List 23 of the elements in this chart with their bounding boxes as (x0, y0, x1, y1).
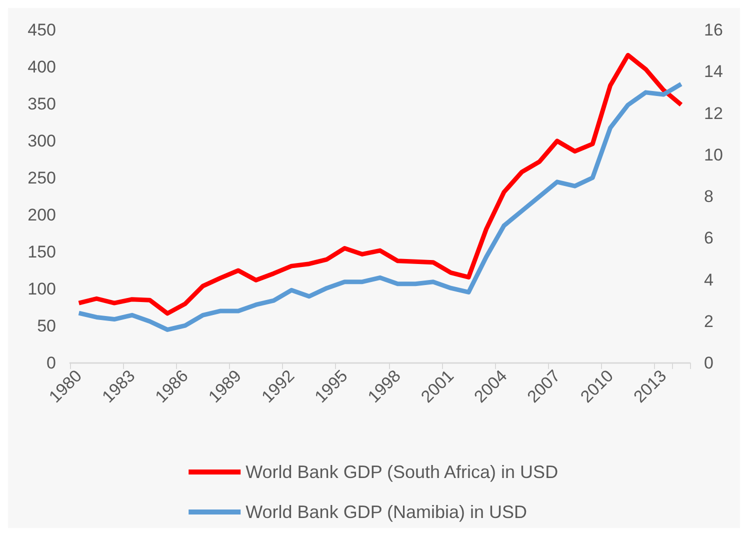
y2-tick-label: 12 (704, 104, 723, 123)
legend-label: World Bank GDP (South Africa) in USD (246, 462, 558, 482)
y-tick-label: 150 (28, 242, 56, 262)
y2-tick-label: 16 (704, 20, 723, 40)
y2-tick-label: 14 (704, 62, 723, 82)
y-tick-label: 350 (28, 94, 56, 114)
y-tick-label: 100 (28, 280, 56, 298)
y2-tick-label: 2 (704, 312, 714, 331)
y2-tick-label: 10 (704, 145, 723, 164)
line-series (76, 82, 684, 332)
y-tick-label: 200 (28, 206, 56, 224)
y2-tick-label: 8 (704, 187, 714, 206)
y-tick-label: 300 (28, 132, 56, 150)
y2-tick-label: 6 (704, 228, 714, 248)
y-tick-label: 450 (28, 20, 56, 40)
y-tick-label: 400 (28, 58, 56, 76)
y-tick-label: 250 (28, 168, 56, 188)
y2-tick-label: 4 (704, 270, 714, 290)
legend-label: World Bank GDP (Namibia) in USD (246, 502, 528, 522)
y-tick-label: 0 (46, 354, 56, 372)
line-series (76, 52, 684, 316)
y2-tick-label: 0 (704, 354, 714, 372)
y-tick-label: 50 (37, 316, 56, 336)
